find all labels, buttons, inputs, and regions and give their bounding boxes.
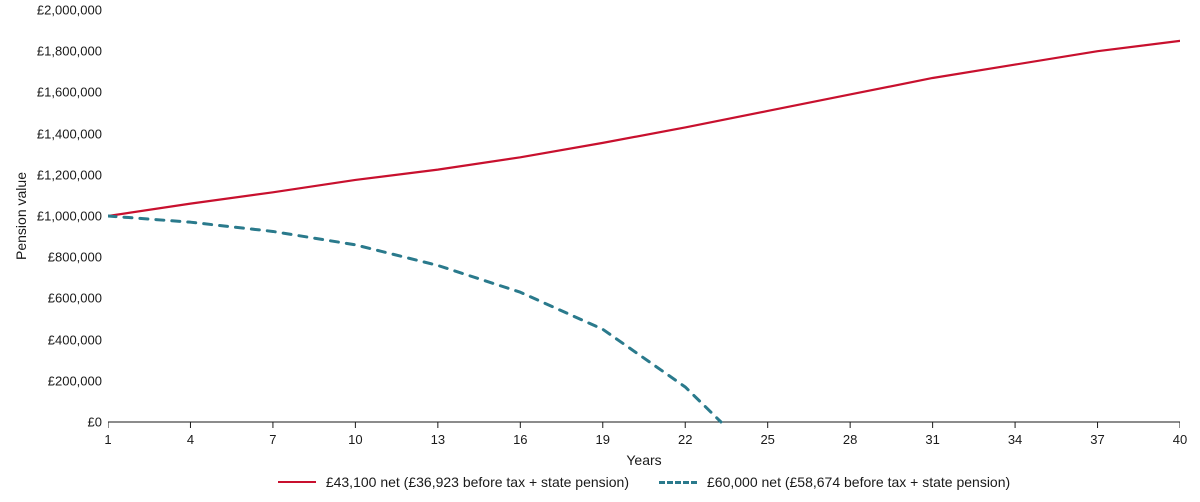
legend-swatch <box>278 481 316 483</box>
legend-label: £43,100 net (£36,923 before tax + state … <box>326 474 629 490</box>
legend-item-series_a: £43,100 net (£36,923 before tax + state … <box>278 474 629 490</box>
x-axis-title: Years <box>626 452 661 468</box>
legend-item-series_b: £60,000 net (£58,674 before tax + state … <box>659 474 1010 490</box>
y-tick-label: £1,000,000 <box>0 209 108 224</box>
series-line-series_b <box>108 216 721 422</box>
y-tick-label: £1,800,000 <box>0 44 108 59</box>
legend-label: £60,000 net (£58,674 before tax + state … <box>707 474 1010 490</box>
y-tick-label: £1,400,000 <box>0 126 108 141</box>
y-tick-label: £800,000 <box>0 250 108 265</box>
y-tick-label: £600,000 <box>0 291 108 306</box>
y-tick-label: £2,000,000 <box>0 3 108 18</box>
y-tick-label: £400,000 <box>0 332 108 347</box>
y-tick-label: £1,600,000 <box>0 85 108 100</box>
series-line-series_a <box>108 41 1180 216</box>
pension-chart: Pension value £0£200,000£400,000£600,000… <box>0 0 1200 502</box>
chart-legend: £43,100 net (£36,923 before tax + state … <box>108 474 1180 490</box>
y-tick-label: £0 <box>0 415 108 430</box>
y-tick-label: £200,000 <box>0 373 108 388</box>
y-tick-label: £1,200,000 <box>0 167 108 182</box>
legend-swatch <box>659 481 697 484</box>
plot-area <box>108 10 1180 442</box>
